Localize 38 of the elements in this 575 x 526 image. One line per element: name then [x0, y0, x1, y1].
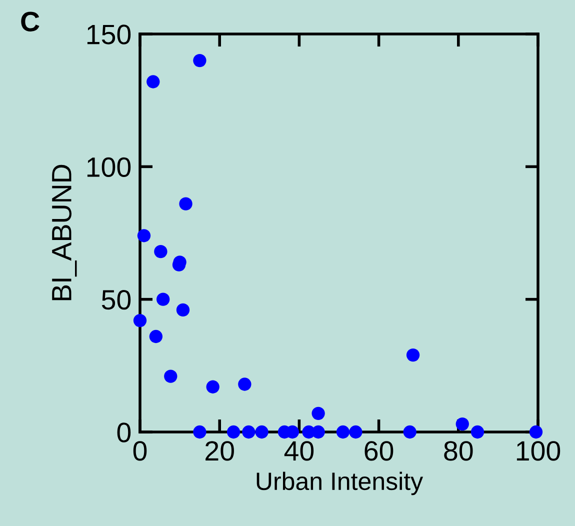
point — [176, 303, 190, 317]
x-tick-label: 80 — [444, 441, 473, 461]
x-tick-label: 0 — [133, 441, 147, 461]
point — [154, 244, 168, 258]
point — [149, 330, 163, 344]
point — [193, 54, 206, 68]
point — [336, 425, 350, 439]
y-axis-title: BI_ABUND — [52, 164, 77, 300]
x-tick-label: 20 — [206, 441, 234, 461]
point — [456, 417, 469, 431]
point — [156, 292, 170, 306]
point — [255, 425, 268, 439]
point — [403, 425, 416, 439]
point — [193, 425, 206, 439]
point — [406, 348, 420, 362]
point — [312, 406, 325, 420]
point — [242, 425, 256, 439]
x-tick-label: 40 — [284, 441, 314, 461]
y-tick-label: 0 — [117, 422, 131, 442]
y-tick-label: 50 — [102, 290, 131, 310]
point — [529, 425, 543, 439]
point — [179, 197, 192, 210]
chart-title: C — [21, 12, 40, 32]
point — [164, 370, 178, 383]
x-tick-label: 100 — [516, 441, 560, 461]
point — [133, 314, 147, 328]
x-tick-label: 60 — [364, 441, 394, 461]
point — [206, 380, 220, 394]
point — [137, 229, 151, 242]
y-tick-label: 100 — [87, 157, 131, 178]
point — [312, 425, 325, 439]
point — [238, 378, 252, 391]
point — [349, 425, 362, 439]
x-axis-title: Urban Intensity — [256, 472, 424, 496]
point — [470, 425, 484, 439]
point — [226, 425, 240, 439]
point — [146, 75, 160, 88]
y-tick-label: 150 — [87, 24, 131, 44]
